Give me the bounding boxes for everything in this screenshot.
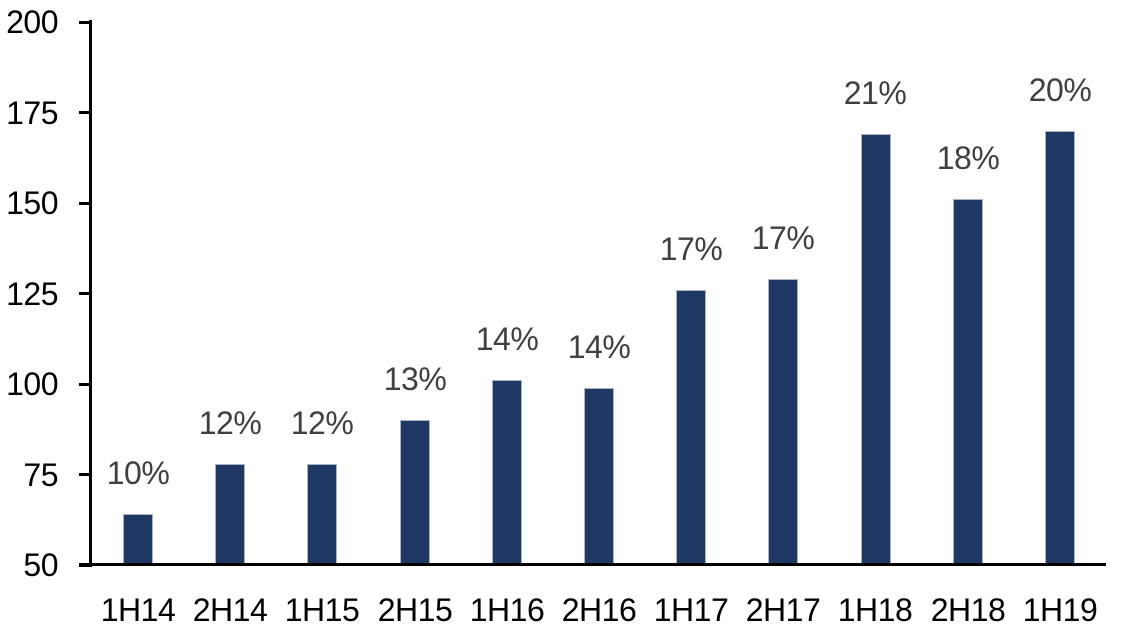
bar [676, 290, 706, 565]
x-tick-label: 1H16 [469, 592, 545, 628]
x-tick-label: 1H18 [837, 592, 913, 628]
bar [400, 420, 430, 565]
bar-value-label: 13% [383, 361, 447, 397]
y-axis-tick [79, 111, 92, 114]
y-tick-label: 125 [6, 276, 58, 312]
bar-value-label: 20% [1028, 72, 1092, 108]
bar-value-label: 14% [567, 329, 631, 365]
bar [492, 380, 522, 565]
y-axis-line [89, 20, 92, 566]
y-axis-tick [79, 202, 92, 205]
y-tick-label: 150 [6, 185, 58, 221]
x-tick-label: 1H14 [100, 592, 176, 628]
bar [215, 464, 245, 565]
x-tick-label: 1H19 [1022, 592, 1098, 628]
x-tick-label: 2H14 [192, 592, 268, 628]
bar-value-label: 12% [290, 405, 354, 441]
bar-value-label: 12% [198, 405, 262, 441]
bar [953, 199, 983, 565]
x-tick-label: 2H17 [745, 592, 821, 628]
bar-value-label: 14% [475, 321, 539, 357]
x-axis-line [79, 563, 1106, 566]
y-tick-label: 100 [6, 366, 58, 402]
x-tick-label: 2H18 [930, 592, 1006, 628]
bar [768, 279, 798, 565]
bar-value-label: 10% [106, 455, 170, 491]
x-tick-label: 2H16 [561, 592, 637, 628]
y-tick-label: 175 [6, 95, 58, 131]
x-tick-label: 1H15 [284, 592, 360, 628]
y-tick-label: 50 [23, 547, 58, 583]
bar-value-label: 17% [751, 220, 815, 256]
bar [307, 464, 337, 565]
y-tick-label: 75 [23, 457, 58, 493]
x-tick-label: 2H15 [377, 592, 453, 628]
bar [861, 134, 891, 565]
y-axis-tick [79, 473, 92, 476]
y-tick-label: 200 [6, 4, 58, 40]
x-tick-label: 1H17 [653, 592, 729, 628]
bar-value-label: 18% [936, 140, 1000, 176]
bar-value-label: 21% [843, 75, 907, 111]
y-axis-tick [79, 292, 92, 295]
bar [1045, 131, 1075, 565]
bar [584, 388, 614, 565]
bar [123, 514, 153, 565]
y-axis-tick [79, 21, 92, 24]
y-axis-tick [79, 383, 92, 386]
bar-value-label: 17% [659, 231, 723, 267]
